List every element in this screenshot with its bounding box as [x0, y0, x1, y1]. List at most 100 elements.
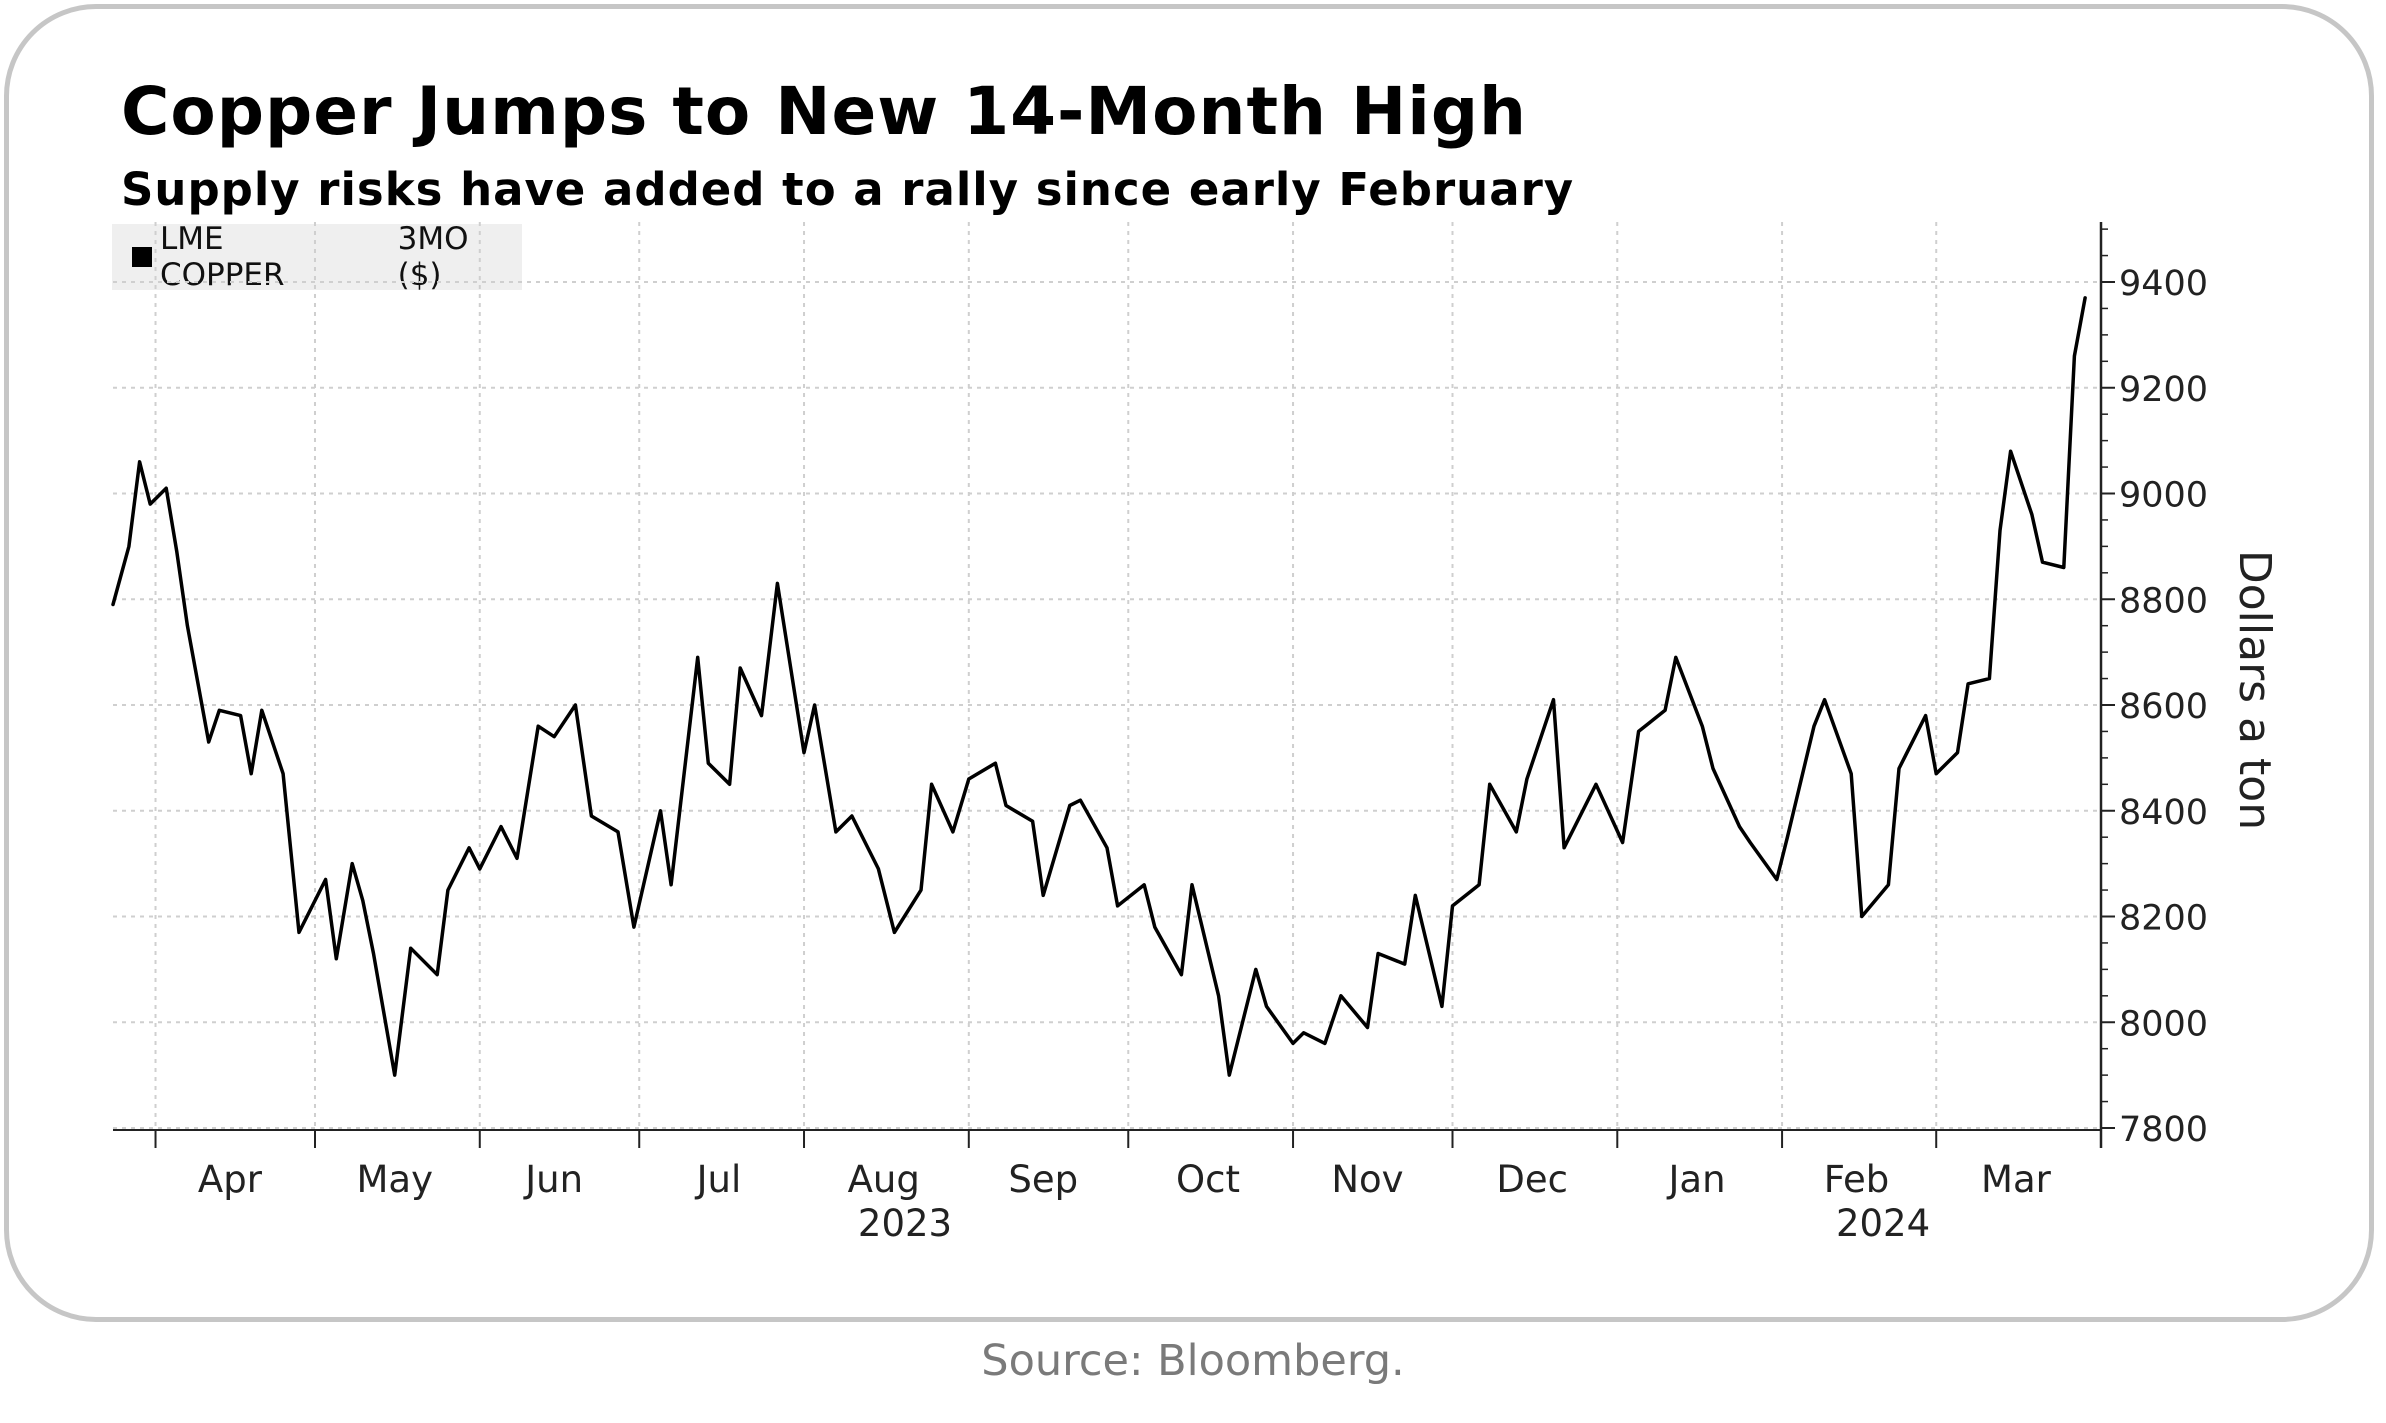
data-point [139, 461, 141, 463]
data-point [994, 762, 996, 764]
data-point [394, 1074, 396, 1076]
data-point [2042, 561, 2043, 563]
axes [113, 222, 2115, 1148]
data-point [1180, 974, 1182, 976]
data-point [1638, 730, 1640, 732]
source-note: Source: Bloomberg. [981, 1336, 1405, 1386]
data-point [1154, 926, 1156, 928]
data-point [590, 815, 592, 817]
x-year-label: 2023 [858, 1202, 952, 1245]
x-tick-label: Aug [848, 1158, 920, 1201]
data-point [1292, 1042, 1294, 1044]
data-point [1441, 1005, 1443, 1007]
data-point [1739, 826, 1740, 828]
data-point [1957, 752, 1958, 754]
data-point [186, 625, 188, 627]
data-point [1303, 1032, 1305, 1034]
data-point [468, 847, 470, 849]
data-point [447, 889, 449, 891]
legend: LME COPPER 3MO ($) [112, 221, 522, 293]
series-layer [111, 296, 2087, 1077]
data-point [1595, 783, 1597, 785]
data-point [2084, 297, 2086, 299]
y-tick-label: 9200 [2119, 370, 2208, 410]
data-point [165, 487, 167, 489]
data-point [1191, 884, 1193, 886]
data-point [1664, 709, 1666, 711]
data-point [537, 725, 539, 727]
x-tick-label: Sep [1008, 1158, 1078, 1201]
chart-subtitle: Supply risks have added to a rally since… [121, 163, 1575, 216]
data-point [1404, 963, 1406, 965]
data-point [553, 736, 555, 738]
data-point [362, 900, 364, 902]
data-point [2073, 355, 2075, 357]
data-point [1032, 820, 1034, 822]
data-point [351, 863, 353, 865]
series-line-lme-copper [111, 296, 2087, 1077]
line-chart: 7800 8000 8200 8400 8600 8800 9000 9200 9400 Apr M… [111, 222, 2280, 1245]
data-point [2031, 514, 2033, 516]
data-point [633, 926, 635, 928]
data-point [335, 958, 337, 960]
data-point [1452, 905, 1453, 907]
data-point [1553, 699, 1554, 701]
data-point [660, 810, 661, 812]
data-point [803, 752, 805, 754]
data-point [835, 831, 837, 833]
data-point [920, 889, 922, 891]
data-point [931, 783, 933, 785]
data-point [1042, 894, 1044, 896]
data-point [968, 778, 970, 780]
data-point [1824, 699, 1826, 701]
data-point [1377, 953, 1379, 954]
y-axis-title: Dollars a ton [2229, 550, 2280, 830]
labels: 7800 8000 8200 8400 8600 8800 9000 9200 9400 Apr M… [198, 264, 2280, 1245]
data-point [1563, 847, 1565, 849]
data-point [282, 773, 284, 775]
data-point [1749, 842, 1751, 843]
data-point [1675, 656, 1677, 658]
data-point [218, 709, 220, 711]
data-point [1776, 879, 1778, 880]
data-point [208, 741, 210, 743]
data-point [1117, 905, 1119, 907]
data-point [1967, 683, 1969, 685]
x-tick-label: Apr [198, 1158, 263, 1201]
legend-swatch [132, 247, 152, 267]
data-point [739, 667, 741, 669]
data-point [1489, 783, 1491, 785]
data-point [1898, 768, 1900, 769]
data-point [1069, 805, 1071, 806]
x-tick-label: Dec [1496, 1158, 1568, 1201]
data-point [1255, 968, 1257, 970]
y-tick-label: 9000 [2119, 476, 2208, 516]
data-point [707, 762, 709, 764]
data-point [1850, 773, 1852, 775]
y-tick-label: 7800 [2119, 1110, 2208, 1150]
data-point [112, 604, 114, 605]
data-point [574, 704, 576, 706]
x-tick-label: Nov [1331, 1158, 1403, 1201]
data-point [516, 857, 518, 859]
data-point [1861, 916, 1863, 917]
data-point [877, 868, 879, 870]
data-point [814, 704, 816, 706]
y-tick-label: 8200 [2119, 899, 2208, 939]
data-point [325, 879, 327, 880]
data-point [670, 884, 672, 886]
legend-label: LME COPPER [159, 221, 285, 293]
y-tick-label: 8400 [2119, 793, 2208, 833]
x-tick-label: Oct [1176, 1158, 1240, 1201]
y-tick-label: 8800 [2119, 581, 2208, 621]
data-point [149, 503, 151, 505]
data-point [1143, 884, 1145, 886]
y-tick-label: 8600 [2119, 687, 2208, 727]
data-point [1622, 842, 1624, 843]
data-point [1005, 805, 1007, 806]
data-point [893, 931, 895, 933]
data-point [1925, 715, 1927, 717]
data-point [479, 868, 481, 870]
data-point [1324, 1042, 1326, 1044]
x-year-label: 2024 [1836, 1202, 1930, 1245]
